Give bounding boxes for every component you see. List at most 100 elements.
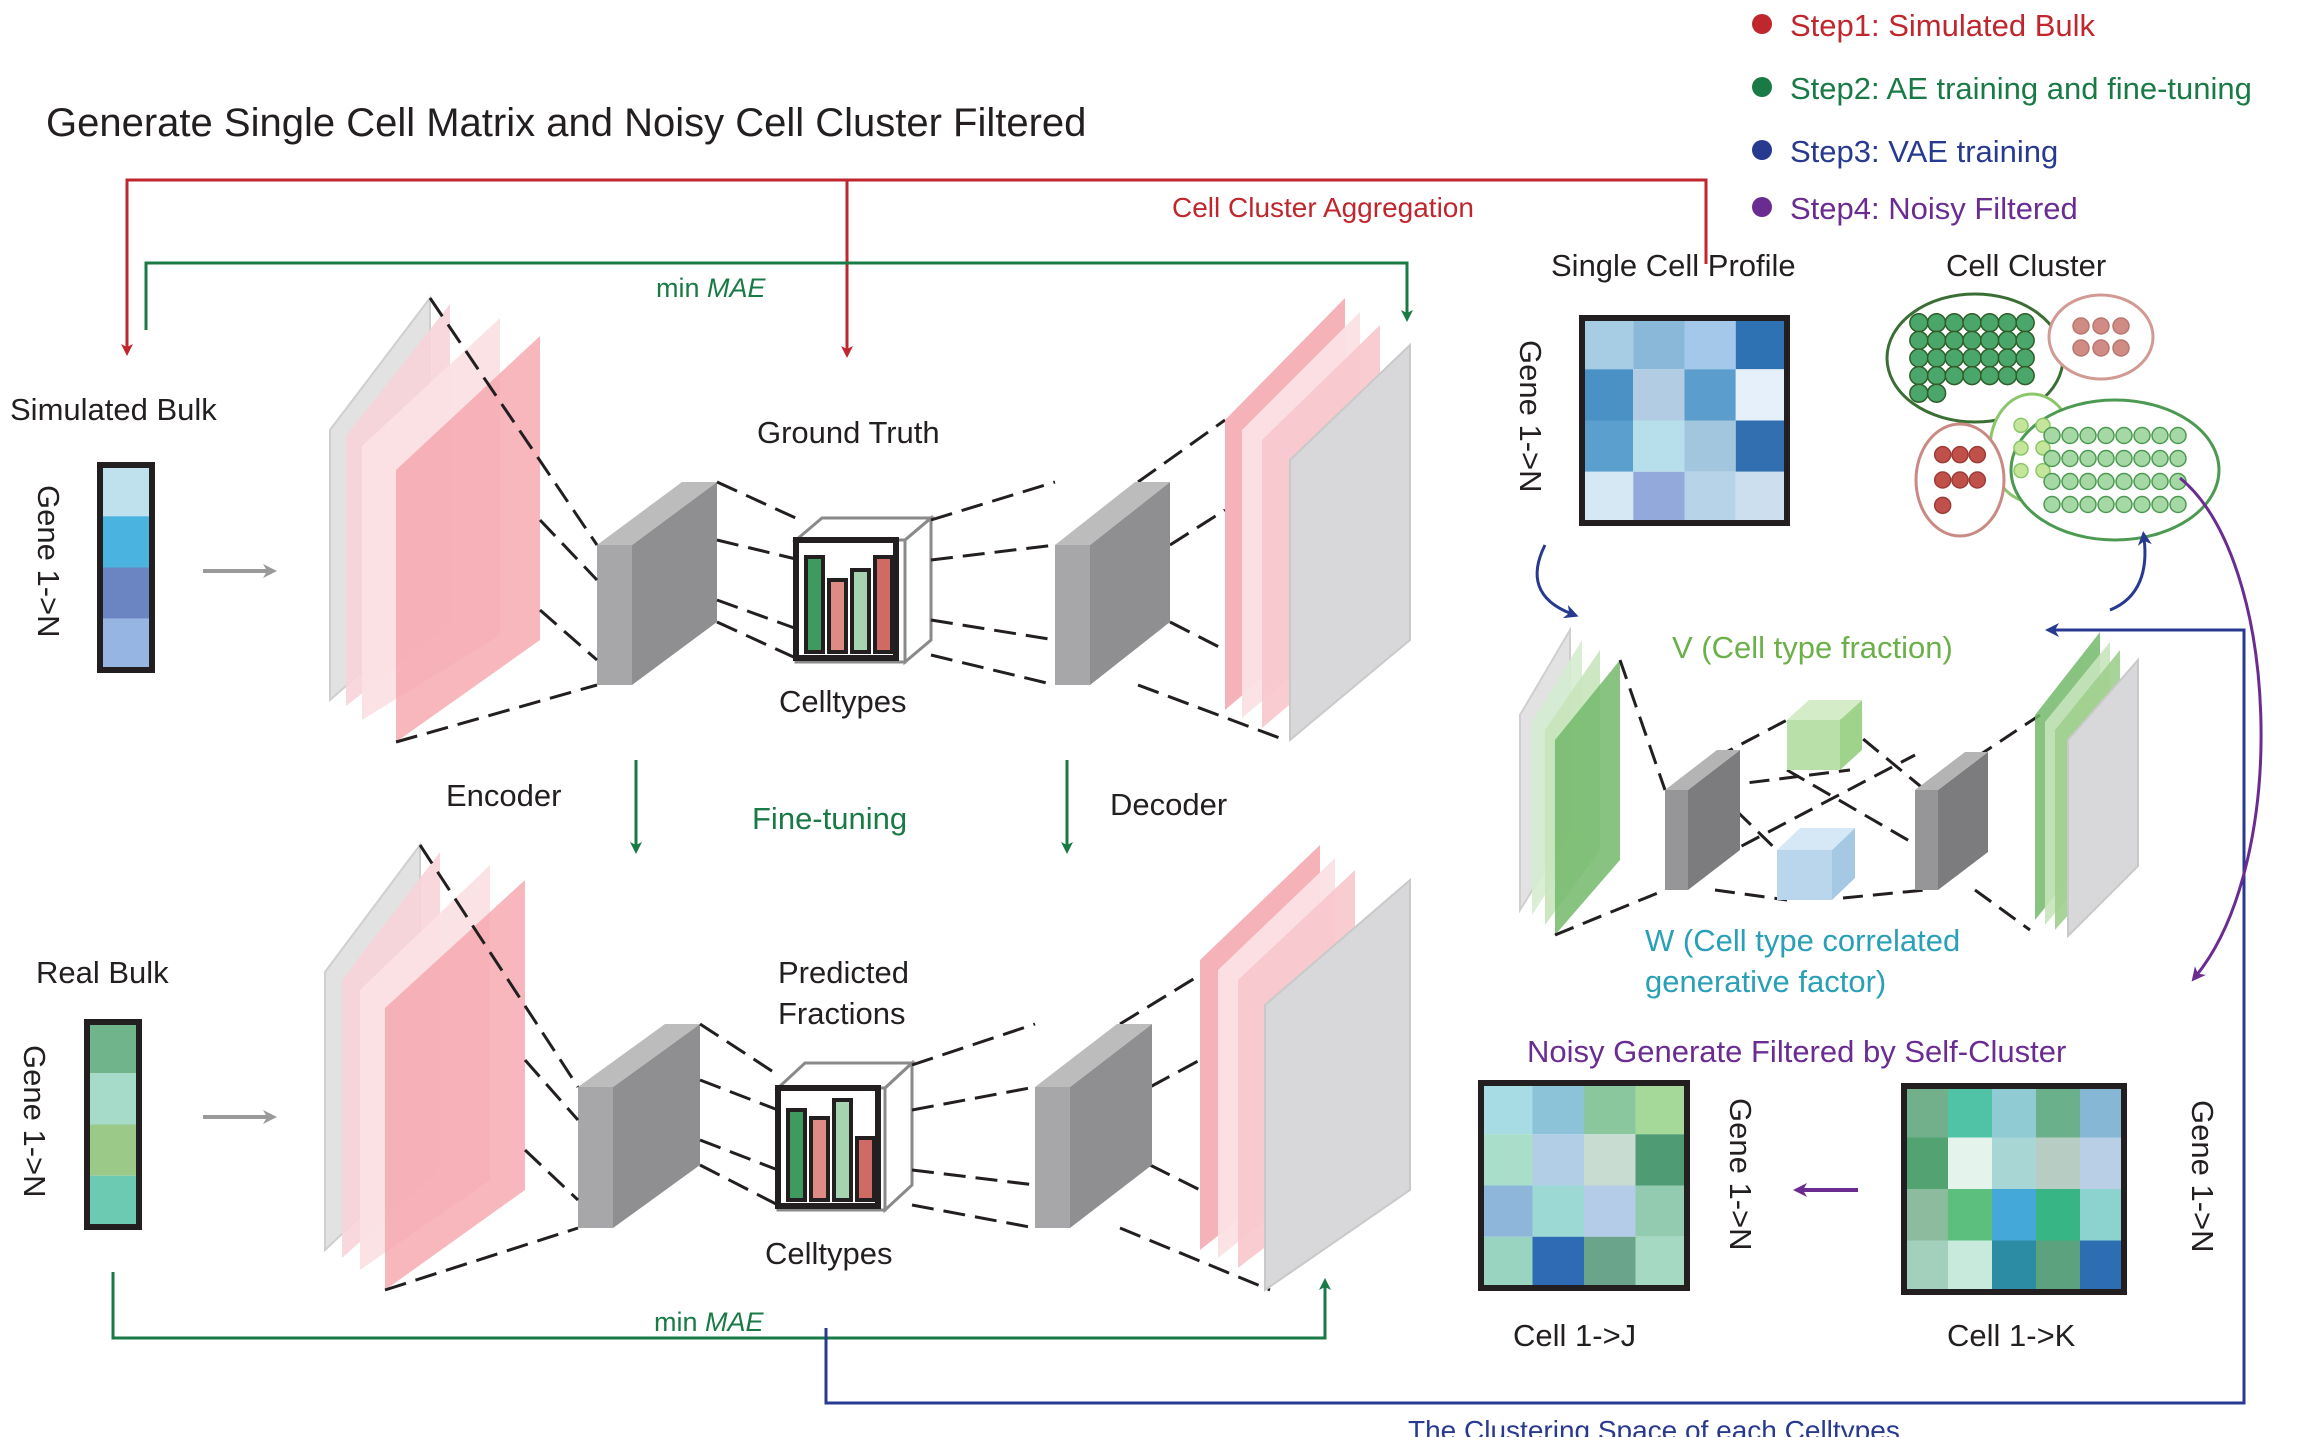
vae-encoder-hidden (1665, 750, 1740, 890)
pink-cluster-cell (2112, 339, 2130, 357)
latent-predicted-fractions (774, 1059, 916, 1214)
clustering-space-label: The Clustering Space of each Celltypes (1408, 1415, 1900, 1437)
cell-k-cell (1948, 1137, 1992, 1189)
dark-green-cluster-cell (1979, 313, 2000, 333)
cell-k-frame (1901, 1083, 2127, 1295)
large-cluster-cell (2169, 449, 2187, 468)
cell-k-cell (2080, 1189, 2124, 1241)
cell-j-cell (1635, 1134, 1687, 1186)
cell-j-cell (1584, 1134, 1636, 1186)
sim-bulk-frame (97, 462, 155, 673)
gene-axis-label-real: Gene 1->N (17, 1045, 52, 1198)
cell-j-cell (1481, 1236, 1533, 1288)
dark-green-cluster-cell (1926, 365, 1947, 386)
pink-cluster-cell (2092, 317, 2110, 335)
light-green-cluster-cell (2013, 440, 2029, 456)
v-latent-cube (1787, 700, 1862, 770)
pink-cluster-cell (2112, 317, 2130, 335)
profile-cell (1633, 318, 1685, 370)
profile-cell (1582, 471, 1634, 523)
large-cluster-cell (2043, 426, 2061, 445)
pink-cluster-outline (2047, 293, 2155, 381)
light-green-cluster-cell (2013, 417, 2029, 434)
profile-cell (1633, 369, 1685, 421)
ground-truth-label: Ground Truth (757, 415, 940, 450)
legend-step3: Step3: VAE training (1790, 134, 2058, 169)
encoder-hidden-bottom (578, 1024, 700, 1228)
large-cluster-cell (2115, 449, 2133, 468)
legend-step2: Step2: AE training and fine-tuning (1790, 71, 2252, 106)
large-cluster-cell (2151, 449, 2169, 468)
cell-j-matrix (1478, 1080, 1690, 1291)
dark-green-cluster-cell (1997, 348, 2018, 368)
cell-k-cell (2036, 1189, 2080, 1241)
aggregation-arrows (121, 178, 1708, 358)
encoder-label: Encoder (446, 778, 561, 813)
profile-cell (1684, 471, 1736, 523)
cell-k-cell (1948, 1086, 1992, 1138)
ground-truth-bar (804, 555, 825, 654)
cell-j-cell (1635, 1083, 1687, 1135)
decoder-hidden-bottom (1035, 1024, 1152, 1228)
large-cluster-cell (2169, 495, 2187, 514)
cell-k-cell (2080, 1240, 2124, 1292)
encoder-hidden-top (597, 482, 717, 685)
red-cluster-cell (1933, 496, 1952, 515)
decoder-connectors-bottom (911, 973, 1271, 1292)
single-cell-profile-matrix (1579, 315, 1790, 526)
large-cluster-cell (2061, 426, 2079, 445)
single-cell-profile-label: Single Cell Profile (1551, 248, 1796, 283)
red-cluster-cell (1951, 445, 1969, 464)
legend-step4: Step4: Noisy Filtered (1790, 191, 2078, 226)
cell-j-cell (1481, 1134, 1533, 1186)
dark-green-cluster-cell (1926, 330, 1947, 351)
large-cluster-cell (2043, 472, 2061, 491)
cell-j-label: Cell 1->J (1513, 1318, 1636, 1353)
profile-cell (1735, 369, 1787, 421)
autoencoder-top (329, 295, 1411, 744)
dark-green-cluster-cell (1962, 313, 1982, 333)
dark-green-cluster-cell (1909, 365, 1929, 386)
cell-cluster-aggregation-label: Cell Cluster Aggregation (1172, 192, 1474, 223)
cluster-to-noisy-arrow (2179, 476, 2263, 982)
large-cluster-cell (2133, 472, 2151, 491)
dark-green-cluster-cell (1909, 313, 1929, 333)
dark-green-cluster-cell (1979, 330, 2000, 351)
noisy-filtered-title: Noisy Generate Filtered by Self-Cluster (1527, 1034, 2066, 1069)
cell-j-cell (1532, 1134, 1584, 1186)
decoder-output-layers-top (1225, 298, 1411, 743)
gene-axis-label-k: Gene 1->N (2185, 1100, 2220, 1253)
dark-green-cluster-cell (1997, 365, 2018, 386)
profile-cell (1582, 318, 1634, 370)
ground-truth-bars (804, 555, 894, 654)
large-cluster-cell (2043, 495, 2061, 514)
large-cluster-cell (2061, 495, 2079, 514)
profile-cell (1735, 471, 1787, 523)
cell-j-cell (1532, 1185, 1584, 1237)
cell-j-cell (1635, 1185, 1687, 1237)
real-bulk-cell (87, 1073, 139, 1125)
dark-green-cluster-cell (1979, 365, 2000, 386)
predicted-bar (809, 1116, 830, 1202)
legend-dot-step2 (1752, 77, 1772, 97)
large-cluster-cell (2079, 426, 2097, 445)
large-cluster-cell (2151, 472, 2169, 491)
profile-cell (1633, 420, 1685, 472)
v-latent-label: V (Cell type fraction) (1672, 630, 1953, 665)
pink-cluster-cell (2072, 339, 2090, 357)
real-bulk-cell (87, 1022, 139, 1074)
gene-axis-label-j: Gene 1->N (1723, 1098, 1758, 1251)
dark-green-cluster-cell (1926, 313, 1947, 333)
vae-input-layers (1519, 626, 1620, 935)
cell-k-cell (1904, 1137, 1948, 1189)
cell-k-cell (1992, 1137, 2036, 1189)
sim-bulk-cell (100, 516, 152, 568)
light-green-cluster-cell (2035, 440, 2051, 456)
vae-decoder-hidden (1915, 752, 1988, 890)
cell-j-cell (1532, 1236, 1584, 1288)
large-cluster-cell (2169, 426, 2187, 445)
dark-green-cluster-cell (2015, 330, 2035, 351)
light-green-cluster-cell (2035, 462, 2051, 479)
cell-k-cell (2036, 1086, 2080, 1138)
cell-j-frame (1478, 1080, 1690, 1291)
